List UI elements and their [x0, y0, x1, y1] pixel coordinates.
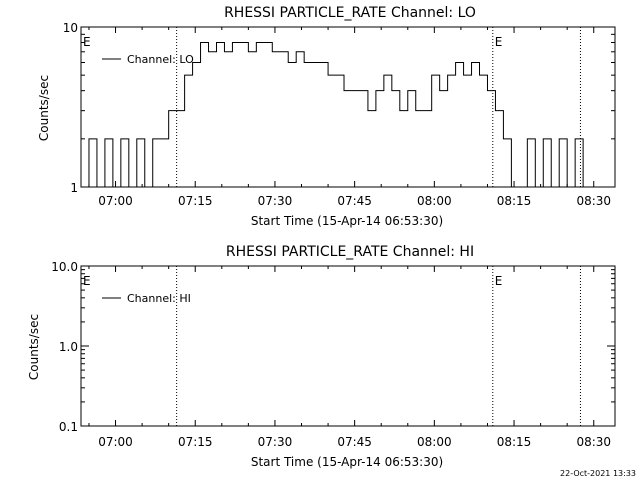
- x-tick-label: 07:45: [337, 435, 372, 449]
- event-marker-label: E: [83, 35, 91, 49]
- legend-label: Channel: HI: [127, 292, 191, 305]
- x-tick-label: 08:15: [497, 194, 532, 208]
- chart-title: RHESSI PARTICLE_RATE Channel: HI: [226, 244, 474, 260]
- x-tick-label: 08:00: [417, 435, 452, 449]
- panel-hi: RHESSI PARTICLE_RATE Channel: HI Counts/…: [27, 244, 616, 469]
- x-tick-label: 07:00: [98, 194, 133, 208]
- y-tick-label: 10: [63, 21, 78, 35]
- x-axis-label: Start Time (15-Apr-14 06:53:30): [251, 455, 443, 469]
- x-tick-label: 08:15: [497, 435, 532, 449]
- y-tick-label: 1.0: [59, 340, 78, 354]
- data-series-line: [81, 42, 592, 188]
- event-marker-label: E: [83, 274, 91, 288]
- x-tick-label: 08:00: [417, 194, 452, 208]
- chart-title: RHESSI PARTICLE_RATE Channel: LO: [224, 5, 476, 21]
- event-marker-label: E: [495, 274, 503, 288]
- x-tick-label: 07:00: [98, 435, 133, 449]
- legend: Channel: HI: [102, 292, 191, 305]
- x-tick-label: 07:30: [258, 194, 293, 208]
- legend: Channel: LO: [102, 53, 194, 66]
- x-tick-label: 08:30: [576, 194, 611, 208]
- x-tick-label: 07:15: [178, 435, 213, 449]
- x-tick-label: 07:45: [337, 194, 372, 208]
- y-tick-label: 1: [70, 181, 78, 195]
- timestamp-footer: 22-Oct-2021 13:33: [560, 469, 636, 478]
- event-marker-label: E: [495, 35, 503, 49]
- plot-frame: [80, 26, 616, 188]
- x-tick-label: 08:30: [576, 435, 611, 449]
- y-tick-label: 10.0: [51, 260, 78, 274]
- plot-frame: [80, 265, 616, 427]
- legend-label: Channel: LO: [127, 53, 194, 66]
- x-axis-label: Start Time (15-Apr-14 06:53:30): [251, 214, 443, 228]
- panel-lo: RHESSI PARTICLE_RATE Channel: LO Counts/…: [37, 5, 616, 228]
- y-axis-label: Counts/sec: [27, 314, 41, 380]
- x-tick-label: 07:15: [178, 194, 213, 208]
- y-tick-label: 0.1: [59, 420, 78, 434]
- x-tick-label: 07:30: [258, 435, 293, 449]
- y-axis-label: Counts/sec: [37, 75, 51, 141]
